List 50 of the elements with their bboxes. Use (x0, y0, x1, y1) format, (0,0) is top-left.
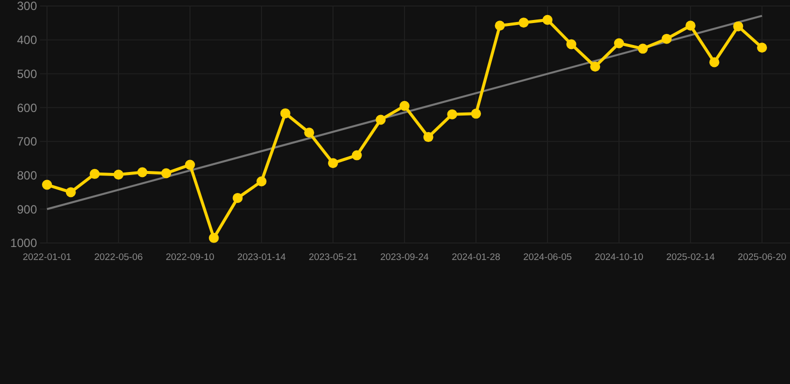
point (328, 158, 338, 168)
point (471, 108, 481, 119)
y-tick-label: 500 (16, 66, 38, 81)
x-tick-label: 2022-01-01 (22, 252, 72, 263)
point (352, 150, 362, 160)
y-tick-label: 700 (16, 134, 38, 149)
point (256, 176, 266, 186)
point (185, 160, 195, 170)
point (137, 167, 148, 178)
x-tick-label: 2024-10-10 (594, 252, 644, 263)
y-tick-label: 600 (16, 100, 38, 115)
point (90, 168, 100, 179)
point (494, 20, 505, 31)
point (400, 100, 410, 111)
x-tick-label: 2024-06-05 (523, 252, 572, 263)
y-tick-label: 1000 (10, 236, 38, 250)
point (376, 114, 386, 125)
point (638, 44, 648, 54)
x-tick-label: 2024-01-28 (452, 252, 500, 263)
point (423, 132, 434, 142)
x-tick-label: 2025-06-20 (738, 252, 786, 263)
point (662, 34, 672, 44)
point (686, 20, 696, 31)
x-tick-label: 2025-02-14 (666, 252, 715, 263)
point (66, 187, 76, 198)
point (542, 14, 552, 25)
y-tick-label: 300 (16, 0, 38, 14)
point (161, 168, 172, 178)
point (757, 42, 767, 53)
x-tick-label: 2023-01-14 (237, 252, 286, 263)
x-tick-label: 2023-05-21 (308, 252, 358, 263)
x-tick-label: 2022-05-06 (94, 252, 143, 263)
point (614, 38, 624, 48)
x-tick-label: 2023-09-24 (380, 252, 429, 263)
point (709, 57, 720, 68)
point (733, 21, 744, 32)
point (518, 18, 529, 28)
point (566, 39, 576, 50)
point (114, 170, 124, 180)
x-tick-label: 2022-09-10 (166, 252, 214, 263)
point (280, 108, 290, 118)
y-tick-label: 900 (16, 202, 38, 216)
y-tick-label: 800 (16, 168, 38, 182)
point (304, 128, 314, 138)
point (232, 192, 243, 203)
point (590, 62, 600, 72)
point (42, 180, 52, 190)
y-tick-label: 400 (16, 33, 38, 48)
point (208, 232, 219, 243)
point (447, 109, 458, 120)
